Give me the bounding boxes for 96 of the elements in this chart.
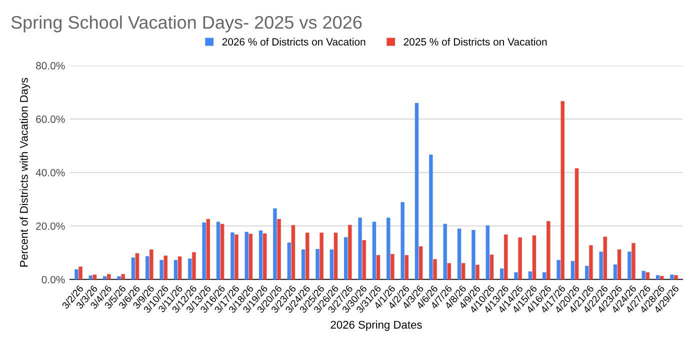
bar — [150, 250, 154, 280]
bar — [386, 218, 390, 280]
bar — [160, 260, 164, 280]
chart-title: Spring School Vacation Days- 2025 vs 2026 — [11, 16, 362, 32]
bar — [74, 269, 78, 280]
y-tick-label: 40.0% — [36, 169, 65, 176]
bar — [472, 230, 476, 280]
bar — [92, 274, 97, 280]
bar — [486, 225, 490, 280]
y-tick-label: 60.0% — [36, 116, 65, 123]
bar — [263, 233, 267, 280]
bar — [146, 256, 150, 280]
bar — [613, 264, 618, 280]
bar — [656, 275, 660, 280]
bar — [220, 224, 224, 280]
bar — [490, 254, 494, 280]
bar — [301, 250, 306, 280]
bar — [447, 263, 452, 280]
bar — [320, 232, 324, 280]
bar — [131, 258, 136, 280]
bar — [674, 275, 678, 280]
bar — [546, 221, 550, 280]
bar — [174, 260, 178, 280]
legend-label: 2026 % of Districts on Vacation — [222, 38, 366, 46]
bar — [642, 270, 646, 280]
legend-label: 2025 % of Districts on Vacation — [404, 38, 547, 46]
bar — [117, 276, 121, 280]
bar — [504, 234, 508, 280]
bar — [178, 256, 182, 280]
bar — [344, 237, 348, 280]
bar — [628, 252, 632, 280]
bar — [78, 266, 82, 280]
bar — [476, 264, 480, 280]
bar — [404, 255, 408, 280]
bar — [414, 102, 419, 280]
bar — [107, 274, 111, 280]
bar — [362, 240, 366, 280]
bar — [418, 246, 423, 280]
bar — [372, 222, 376, 280]
bar — [542, 272, 546, 280]
bar — [457, 228, 462, 280]
bar — [532, 235, 536, 280]
bar — [603, 236, 607, 280]
bar — [273, 208, 277, 280]
bar — [202, 222, 206, 280]
bar — [599, 252, 603, 280]
bar — [206, 219, 210, 280]
bar — [433, 259, 437, 280]
bar — [348, 224, 352, 280]
bar — [514, 272, 518, 280]
bar — [164, 256, 168, 280]
bar — [230, 232, 234, 280]
bar — [358, 218, 362, 280]
bar — [234, 234, 238, 280]
bar — [670, 274, 674, 280]
bar — [632, 243, 636, 280]
x-axis-title: 2026 Spring Dates — [330, 320, 422, 331]
bar — [376, 255, 380, 280]
bar — [570, 261, 575, 280]
bar — [316, 248, 320, 280]
bar — [556, 260, 560, 280]
bar — [528, 271, 532, 280]
bar — [585, 266, 589, 280]
y-tick-label: 80.0% — [36, 62, 65, 70]
bar — [617, 250, 622, 280]
bar — [291, 225, 296, 280]
bar — [88, 275, 92, 280]
bar — [462, 263, 466, 280]
bar — [287, 242, 291, 280]
y-tick-label: 0.0% — [42, 276, 65, 284]
bar — [390, 254, 394, 280]
bar — [277, 219, 281, 280]
bar — [258, 230, 263, 280]
bar — [248, 234, 253, 280]
bar — [574, 168, 579, 280]
bar — [192, 252, 196, 280]
bar — [334, 232, 338, 280]
bar — [589, 245, 593, 280]
bar — [400, 202, 404, 280]
bar — [518, 237, 522, 280]
bar — [646, 272, 650, 280]
bar — [188, 258, 192, 280]
bar — [429, 154, 433, 280]
y-tick-label: 20.0% — [36, 222, 65, 230]
bar — [443, 224, 447, 280]
bar — [244, 232, 248, 280]
bar — [660, 276, 664, 280]
bar — [500, 268, 504, 280]
bar — [135, 253, 140, 280]
y-axis-title: Percent of Districts with Vacation Days — [20, 78, 30, 267]
bar — [216, 222, 220, 280]
bar — [330, 250, 334, 280]
bar — [102, 276, 107, 280]
bar — [560, 101, 564, 280]
bar — [121, 274, 125, 280]
bar — [306, 232, 310, 280]
